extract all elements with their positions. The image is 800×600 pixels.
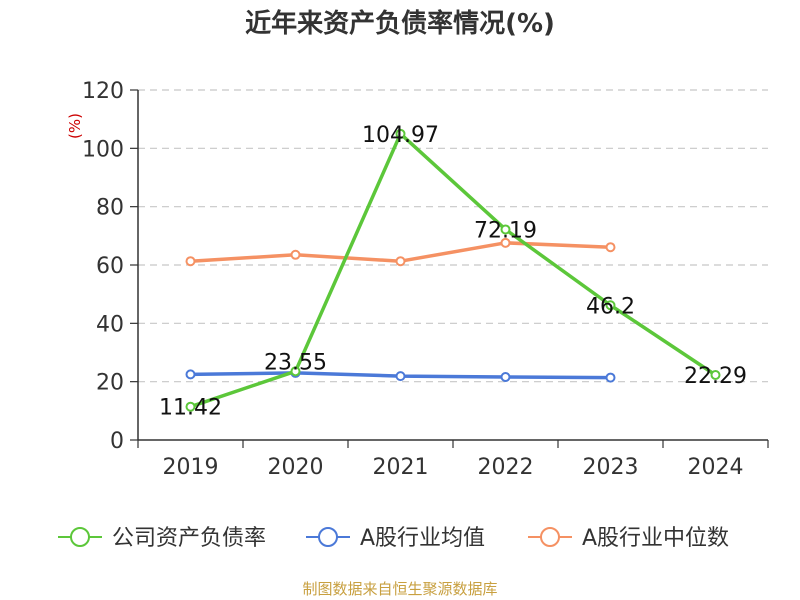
source-note: 制图数据来自恒生聚源数据库 — [302, 580, 497, 598]
series-line-0 — [189, 132, 717, 409]
chart-title: 近年来资产负债率情况(%) — [245, 8, 555, 39]
data-label-2023: 46.2 — [586, 294, 635, 319]
series-0-point-2020 — [290, 366, 301, 377]
series-2-point-2021 — [395, 256, 406, 267]
axes: 0 20 40 60 80 100 120 2019 2020 2021 2022 2023 2024 — [82, 79, 769, 480]
series-2-point-2022 — [500, 237, 511, 248]
series-1-point-2019 — [185, 369, 196, 380]
legend-item-2: A股行业中位数 — [582, 526, 729, 551]
x-tick-label-2024: 2024 — [688, 455, 744, 480]
legend-marker-1 — [318, 527, 338, 547]
series-0-point-2023 — [605, 300, 616, 311]
data-label-2022: 72.19 — [474, 218, 537, 243]
y-tick-label: 0 — [110, 429, 124, 454]
series-1-point-2021 — [395, 371, 406, 382]
series-0-point-2024 — [710, 369, 721, 380]
series-1-point-2023 — [605, 372, 616, 383]
y-axis-label: (%) — [66, 113, 84, 139]
series-2-point-2020 — [290, 249, 301, 260]
x-tick-label-2020: 2020 — [268, 455, 324, 480]
legend-item-0: 公司资产负债率 — [112, 526, 266, 551]
series-0-point-2019 — [185, 401, 196, 412]
y-tick-label: 20 — [96, 371, 124, 396]
legend-item-1: A股行业均值 — [360, 526, 485, 551]
data-label-2021: 104.97 — [362, 123, 439, 148]
y-tick-label: 120 — [82, 79, 124, 104]
y-tick-label: 40 — [96, 312, 124, 337]
legend-marker-2 — [540, 527, 560, 547]
x-tick-label-2019: 2019 — [163, 455, 219, 480]
series-2-point-2023 — [605, 242, 616, 253]
y-tick-label: 100 — [82, 137, 124, 162]
x-tick-label-2022: 2022 — [478, 455, 534, 480]
y-tick-label: 60 — [96, 254, 124, 279]
data-label-2019: 11.42 — [159, 396, 222, 421]
data-label-2024: 22.29 — [684, 364, 747, 389]
legend: 公司资产负债率 A股行业均值 A股行业中位数 — [58, 526, 729, 551]
x-tick-label-2023: 2023 — [583, 455, 639, 480]
y-tick-label: 80 — [96, 196, 124, 221]
data-labels: 11.42 23.55 104.97 72.19 46.2 22.29 — [159, 123, 747, 421]
data-label-2020: 23.55 — [264, 350, 327, 375]
x-tick-label-2021: 2021 — [373, 455, 429, 480]
series-1-point-2022 — [500, 372, 511, 382]
series-0-point-2022 — [500, 224, 511, 235]
series-2-point-2019 — [185, 256, 196, 267]
legend-marker-0 — [70, 527, 90, 547]
series-0-point-2021 — [395, 128, 406, 139]
grid — [138, 89, 768, 383]
series — [185, 128, 721, 412]
